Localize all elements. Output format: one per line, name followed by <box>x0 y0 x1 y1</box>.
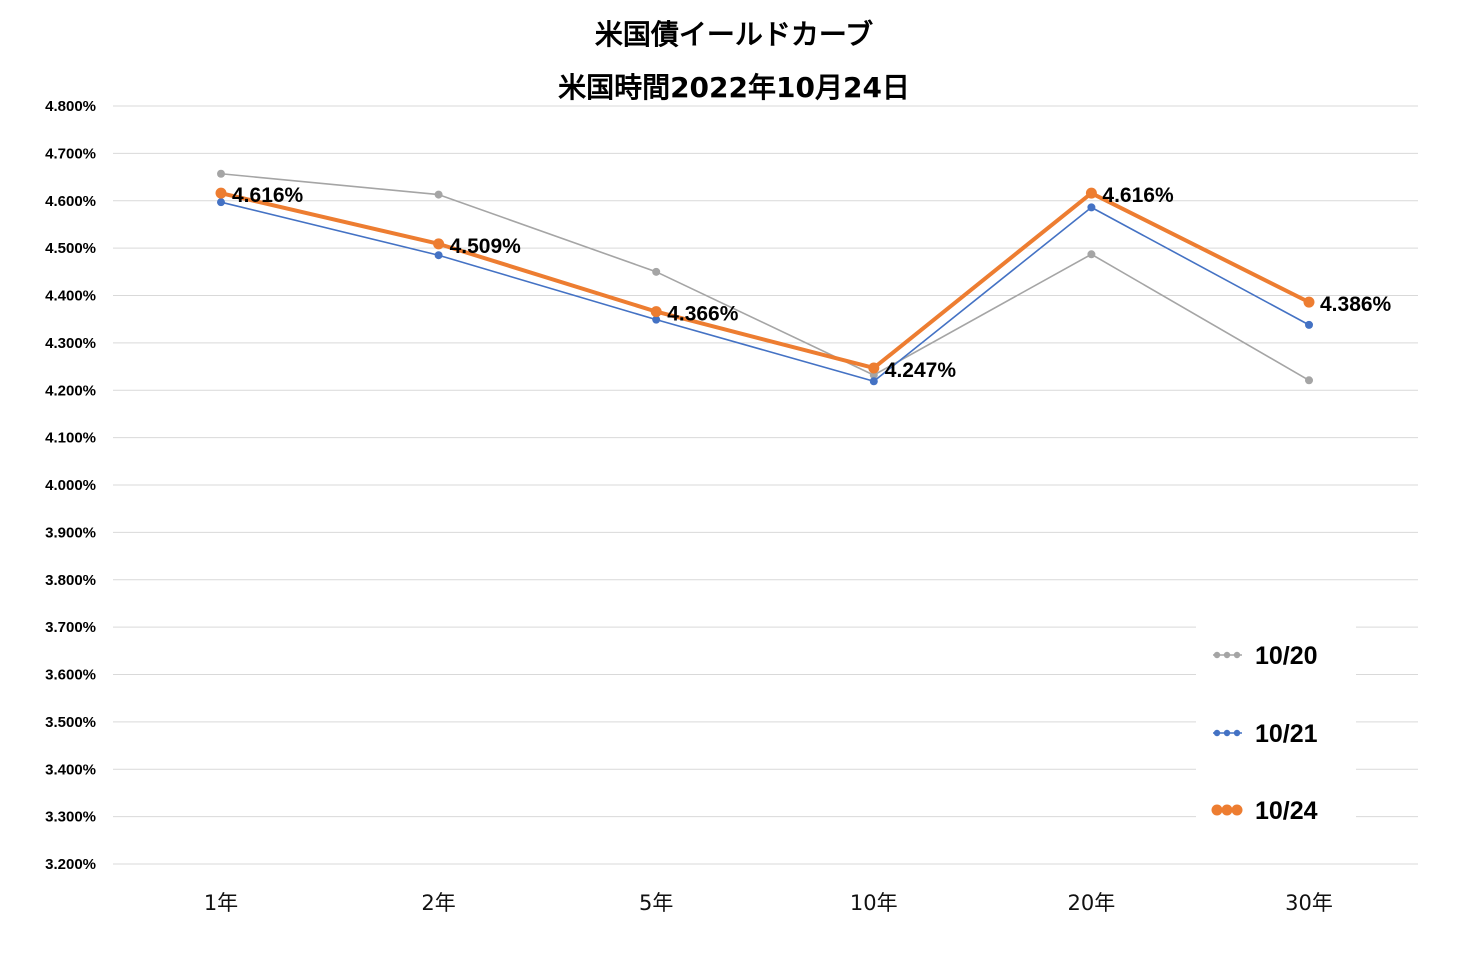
data-point <box>217 169 225 178</box>
data-point <box>652 315 661 324</box>
data-point <box>1305 320 1313 329</box>
y-tick-label: 4.800% <box>45 98 96 115</box>
data-label: 4.616% <box>232 184 304 207</box>
data-label: 4.366% <box>667 303 739 326</box>
data-point <box>433 238 445 250</box>
x-tick-label: 2年 <box>421 891 455 915</box>
y-tick-label: 4.600% <box>45 193 96 210</box>
y-tick-label: 4.700% <box>45 145 96 162</box>
data-point <box>868 362 880 374</box>
data-label: 4.616% <box>1102 184 1174 207</box>
legend-item: 10/21 <box>1213 720 1318 748</box>
legend-label: 10/20 <box>1255 642 1318 670</box>
y-axis-ticks: 4.800% 4.700% 4.600% 4.500% 4.400% 4.300% 4.20… <box>45 98 96 873</box>
legend-label: 10/24 <box>1255 797 1318 825</box>
x-tick-label: 5年 <box>639 891 673 915</box>
legend-swatch-marker <box>1233 651 1241 659</box>
legend-swatch-marker <box>1223 729 1231 737</box>
x-tick-label: 20年 <box>1068 891 1116 915</box>
y-tick-label: 4.500% <box>45 240 96 257</box>
data-point <box>1087 250 1096 259</box>
data-label: 4.386% <box>1320 293 1392 316</box>
legend-swatch-marker <box>1233 729 1241 737</box>
data-point <box>650 306 662 318</box>
y-tick-label: 4.400% <box>45 288 96 305</box>
chart-subtitle: 米国時間2022年10月24日 <box>558 71 910 104</box>
series-10-24 <box>215 187 1315 374</box>
legend-swatch-marker <box>1213 729 1221 737</box>
legend-swatch-marker <box>1223 651 1231 659</box>
data-point <box>869 377 878 386</box>
legend-swatch-marker <box>1221 804 1233 816</box>
data-point <box>652 267 661 276</box>
y-tick-label: 3.500% <box>45 714 96 731</box>
y-tick-label: 3.200% <box>45 856 96 873</box>
legend-box <box>1196 622 1356 832</box>
y-tick-label: 3.400% <box>45 761 96 778</box>
x-tick-label: 1年 <box>204 891 238 915</box>
y-tick-label: 4.300% <box>45 335 96 352</box>
data-point <box>1085 187 1097 199</box>
data-labels: 4.616% 4.509% 4.366% 4.247% 4.616% 4.386% <box>232 184 1392 382</box>
y-tick-label: 3.900% <box>45 524 96 541</box>
x-axis-ticks: 1年 2年 5年 10年 20年 30年 <box>204 891 1333 915</box>
chart-title: 米国債イールドカーブ <box>595 18 873 51</box>
legend-swatch-marker <box>1231 804 1243 816</box>
series-10-21 <box>217 198 1313 386</box>
y-tick-label: 3.300% <box>45 809 96 826</box>
y-tick-label: 3.800% <box>45 572 96 589</box>
data-point <box>215 187 227 199</box>
legend-item: 10/20 <box>1213 642 1318 670</box>
legend-item: 10/24 <box>1211 797 1318 825</box>
x-tick-label: 30年 <box>1285 891 1333 915</box>
data-label: 4.247% <box>885 359 957 382</box>
data-point <box>434 190 443 199</box>
data-point <box>1305 376 1313 385</box>
series-lines <box>215 169 1315 386</box>
y-tick-label: 4.100% <box>45 430 96 447</box>
series-line <box>220 172 1310 381</box>
y-tick-label: 4.200% <box>45 382 96 399</box>
series-line <box>220 191 1310 370</box>
legend-label: 10/21 <box>1255 720 1318 748</box>
data-point <box>217 198 225 207</box>
series-10-20 <box>217 169 1313 385</box>
y-tick-label: 3.600% <box>45 667 96 684</box>
x-tick-label: 10年 <box>850 891 898 915</box>
legend: 10/20 10/21 10/24 <box>1196 622 1356 832</box>
legend-swatch-marker <box>1213 651 1221 659</box>
y-tick-label: 4.000% <box>45 477 96 494</box>
data-point <box>434 251 443 260</box>
data-label: 4.509% <box>450 235 522 258</box>
series-line <box>220 201 1310 383</box>
data-point <box>1087 203 1096 212</box>
y-tick-label: 3.700% <box>45 619 96 636</box>
data-point <box>1303 296 1315 308</box>
legend-swatch-marker <box>1211 804 1223 816</box>
